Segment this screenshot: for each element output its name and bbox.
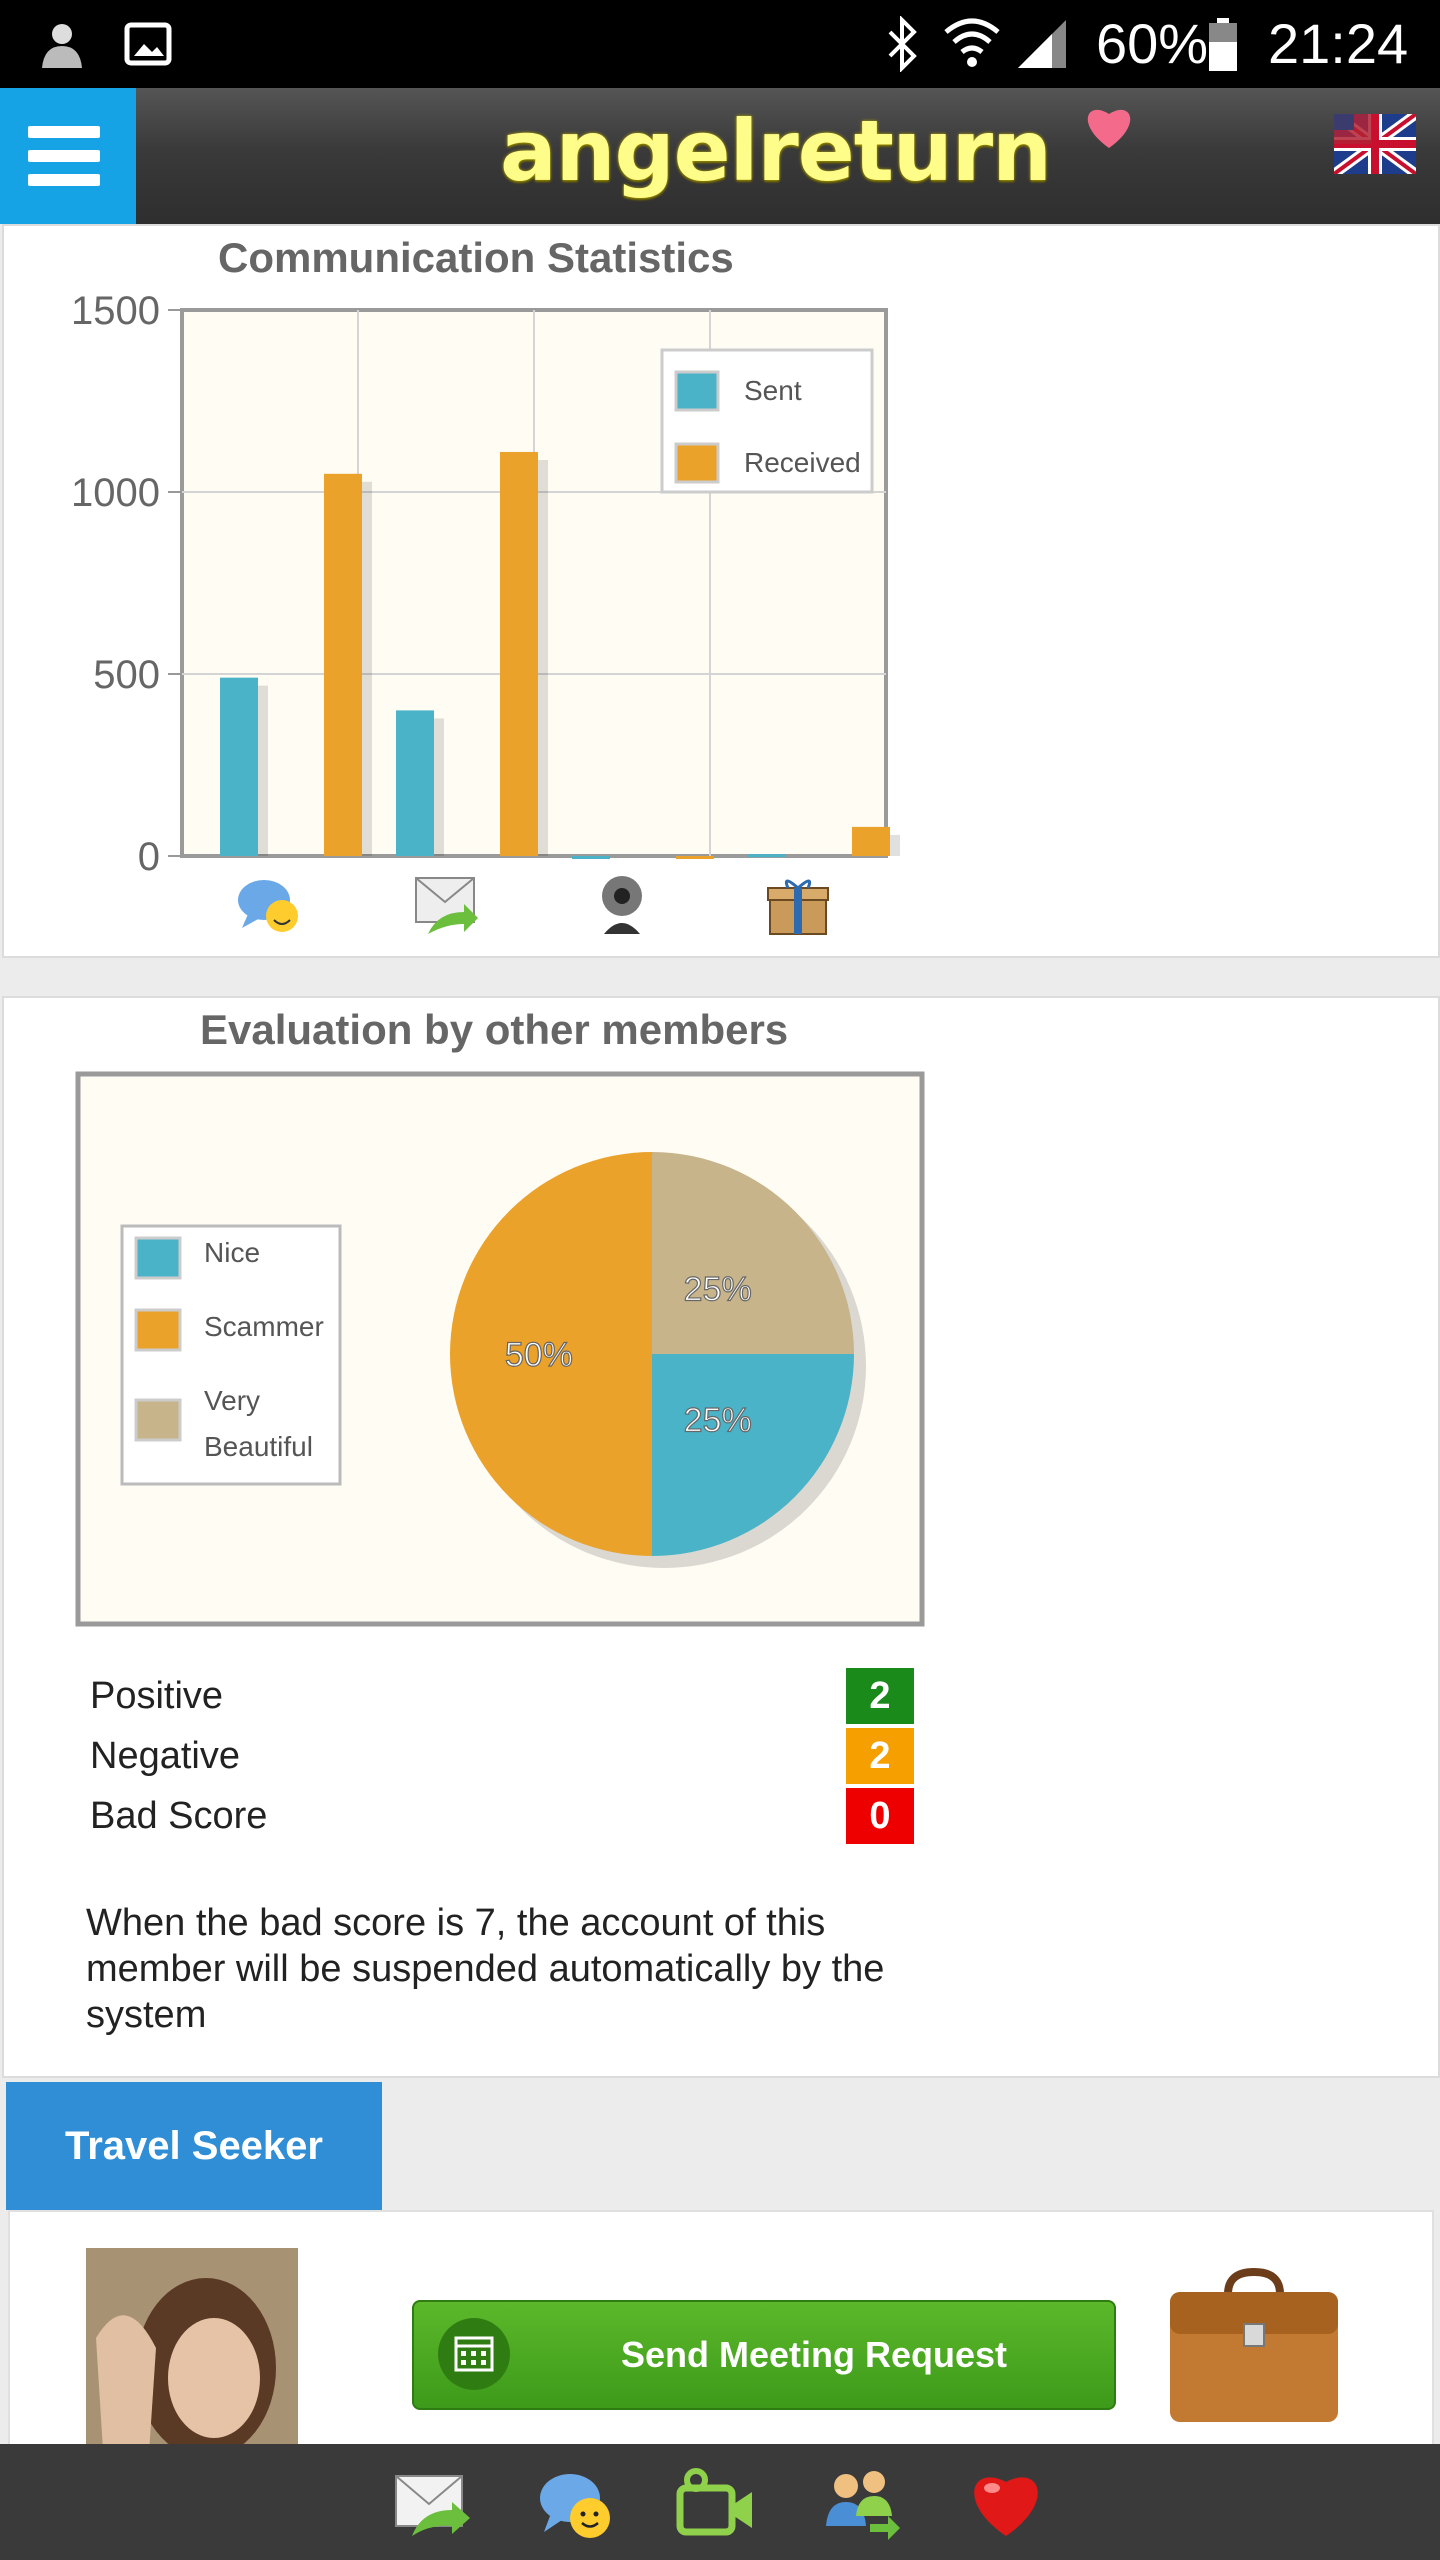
negative-badge: 2 bbox=[846, 1728, 914, 1784]
bar-sent bbox=[396, 710, 434, 856]
legend-label: Very bbox=[204, 1385, 260, 1416]
calendar-icon bbox=[438, 2318, 510, 2390]
video-icon[interactable] bbox=[676, 2464, 756, 2544]
bottom-nav-bar bbox=[0, 2444, 1440, 2560]
mail-icon[interactable] bbox=[392, 2464, 472, 2544]
battery-percent: 60% bbox=[1096, 12, 1209, 75]
score-row-bad-score: Bad Score 0 bbox=[90, 1788, 920, 1844]
send-meeting-request-label: Send Meeting Request bbox=[620, 2334, 1008, 2375]
legend-swatch bbox=[674, 442, 720, 484]
legend-label: Beautiful bbox=[204, 1431, 313, 1462]
user-avatar-icon bbox=[42, 24, 82, 68]
hamburger-icon bbox=[28, 126, 100, 138]
image-icon bbox=[124, 22, 172, 66]
gift-icon bbox=[767, 879, 829, 935]
y-tick-label: 0 bbox=[138, 835, 160, 879]
y-tick-label: 1500 bbox=[71, 289, 160, 333]
app-header: angelreturn bbox=[0, 88, 1440, 224]
score-row-positive: Positive 2 bbox=[90, 1668, 920, 1724]
bad-score-note: When the bad score is 7, the account of … bbox=[86, 1902, 885, 2036]
wifi-icon bbox=[944, 18, 1000, 67]
battery-icon bbox=[1209, 18, 1237, 71]
bar-sent bbox=[220, 677, 258, 856]
bar-sent bbox=[748, 854, 786, 858]
menu-button[interactable] bbox=[0, 88, 136, 224]
logo-text: angelreturn bbox=[500, 102, 1052, 200]
pie-label: 50% bbox=[505, 1336, 573, 1374]
pie-chart: Nice Scammer Very Beautiful 25% 25% 50% bbox=[75, 1071, 925, 1627]
positive-badge: 2 bbox=[846, 1668, 914, 1724]
bar-received bbox=[324, 473, 362, 856]
score-label: Negative bbox=[90, 1735, 240, 1777]
communication-stats-card: Communication Statistics 1500 1000 500 0 Sen… bbox=[2, 224, 1440, 958]
score-row-negative: Negative 2 bbox=[90, 1728, 920, 1784]
pie-slice bbox=[450, 1152, 652, 1556]
legend-swatch bbox=[134, 1308, 182, 1352]
app-logo: angelreturn bbox=[500, 102, 1135, 202]
bar-chart: 1500 1000 500 0 Sent Received bbox=[71, 289, 900, 935]
bluetooth-icon bbox=[888, 16, 917, 72]
pie-label: 25% bbox=[684, 1270, 752, 1308]
chat-icon[interactable] bbox=[536, 2464, 616, 2544]
legend-swatch bbox=[134, 1398, 182, 1442]
y-tick-label: 500 bbox=[93, 653, 160, 697]
bar-sent bbox=[572, 856, 610, 859]
webcam-icon bbox=[602, 876, 642, 934]
bad-score-badge: 0 bbox=[846, 1788, 914, 1844]
evaluation-card: Evaluation by other members Nice Scammer V… bbox=[2, 996, 1440, 2078]
contacts-icon[interactable] bbox=[822, 2464, 902, 2544]
pie-slice bbox=[652, 1152, 854, 1354]
score-label: Positive bbox=[90, 1675, 224, 1717]
chat-icon bbox=[238, 880, 298, 932]
bar-received bbox=[676, 856, 714, 859]
bar-received bbox=[500, 451, 538, 856]
pie-slice bbox=[652, 1354, 854, 1556]
evaluation-title: Evaluation by other members bbox=[200, 1006, 789, 1053]
legend-label: Sent bbox=[744, 375, 802, 406]
y-tick-label: 1000 bbox=[71, 471, 160, 515]
mail-icon bbox=[415, 877, 478, 934]
legend-swatch bbox=[134, 1236, 182, 1280]
briefcase-icon[interactable] bbox=[1166, 2262, 1342, 2426]
legend-swatch bbox=[674, 370, 720, 412]
heart-icon[interactable] bbox=[966, 2464, 1046, 2544]
heart-logo-icon bbox=[1087, 109, 1131, 148]
status-bar: 60% 21:24 bbox=[0, 0, 1440, 88]
send-meeting-request-button[interactable]: Send Meeting Request bbox=[412, 2300, 1116, 2410]
travel-seeker-tab[interactable]: Travel Seeker bbox=[6, 2082, 382, 2210]
stats-title: Communication Statistics bbox=[218, 234, 734, 281]
legend-label: Nice bbox=[204, 1237, 260, 1268]
pie-label: 25% bbox=[684, 1402, 752, 1440]
legend-label: Received bbox=[744, 447, 861, 478]
language-flag-icon[interactable] bbox=[1334, 114, 1416, 174]
score-label: Bad Score bbox=[90, 1795, 268, 1837]
clock: 21:24 bbox=[1268, 12, 1409, 75]
signal-icon bbox=[1018, 20, 1066, 68]
bar-received bbox=[852, 826, 890, 856]
legend-label: Scammer bbox=[204, 1311, 324, 1342]
